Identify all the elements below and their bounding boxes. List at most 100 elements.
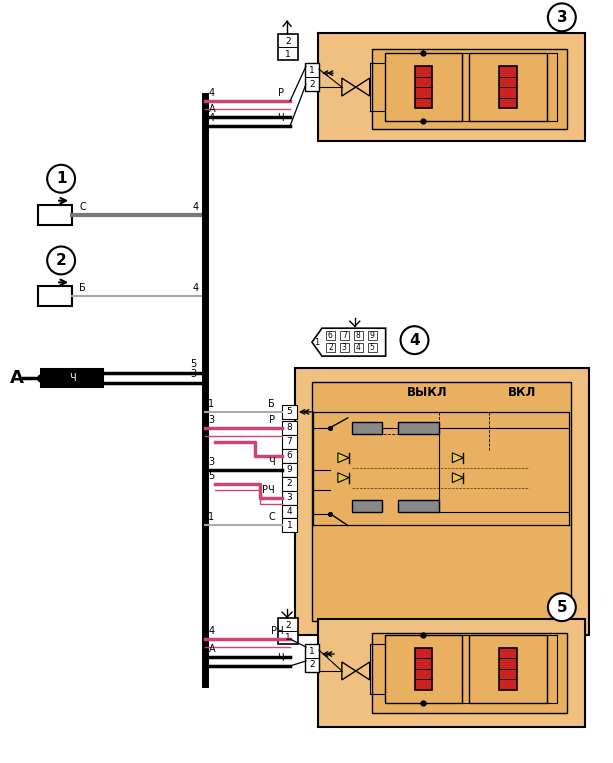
FancyBboxPatch shape xyxy=(38,286,72,306)
Text: Ч: Ч xyxy=(277,653,284,663)
Text: А: А xyxy=(208,644,215,654)
Text: 4: 4 xyxy=(208,88,215,98)
Text: 8: 8 xyxy=(287,423,292,433)
FancyBboxPatch shape xyxy=(295,368,588,635)
Text: 4: 4 xyxy=(287,507,292,516)
Text: 7: 7 xyxy=(342,331,347,340)
Circle shape xyxy=(548,593,576,621)
Text: Б: Б xyxy=(268,399,275,409)
FancyBboxPatch shape xyxy=(305,644,319,672)
Text: Ч: Ч xyxy=(277,113,284,123)
Text: A: A xyxy=(10,369,25,387)
Text: 4: 4 xyxy=(208,626,215,636)
Text: 5: 5 xyxy=(287,407,292,417)
FancyBboxPatch shape xyxy=(282,504,297,519)
Text: 1: 1 xyxy=(208,399,215,409)
FancyBboxPatch shape xyxy=(312,382,571,621)
Text: 7: 7 xyxy=(287,437,292,446)
Text: 2: 2 xyxy=(56,253,66,268)
Text: 4: 4 xyxy=(409,333,420,348)
Text: ВЫКЛ: ВЫКЛ xyxy=(407,386,447,400)
FancyBboxPatch shape xyxy=(398,500,440,511)
Polygon shape xyxy=(312,328,386,356)
FancyBboxPatch shape xyxy=(282,477,297,491)
Text: 9: 9 xyxy=(287,465,292,474)
Circle shape xyxy=(47,165,75,193)
Text: РЧ: РЧ xyxy=(272,626,284,636)
Text: 5: 5 xyxy=(190,359,197,369)
Text: 5: 5 xyxy=(208,471,215,481)
Text: 5: 5 xyxy=(557,600,567,615)
Text: 1: 1 xyxy=(314,338,319,346)
FancyBboxPatch shape xyxy=(371,50,567,129)
FancyBboxPatch shape xyxy=(470,53,547,121)
Text: 4: 4 xyxy=(356,343,360,352)
Circle shape xyxy=(548,3,576,31)
Text: 9: 9 xyxy=(370,331,375,340)
FancyBboxPatch shape xyxy=(41,369,103,387)
Text: 1: 1 xyxy=(309,646,315,655)
Text: 3: 3 xyxy=(287,493,292,502)
Circle shape xyxy=(47,246,75,275)
FancyBboxPatch shape xyxy=(282,449,297,462)
Text: 1: 1 xyxy=(287,521,292,530)
FancyBboxPatch shape xyxy=(354,331,363,340)
Text: С: С xyxy=(79,201,86,211)
Text: 2: 2 xyxy=(285,37,291,46)
Text: 3: 3 xyxy=(208,415,215,425)
Text: 1: 1 xyxy=(56,171,66,186)
Polygon shape xyxy=(452,473,463,482)
Text: 4: 4 xyxy=(208,113,215,123)
Text: 2: 2 xyxy=(328,343,333,352)
FancyBboxPatch shape xyxy=(398,422,440,434)
Text: 2: 2 xyxy=(309,661,315,669)
FancyBboxPatch shape xyxy=(326,343,335,352)
Text: Р: Р xyxy=(278,88,284,98)
FancyBboxPatch shape xyxy=(282,421,297,435)
Polygon shape xyxy=(452,452,463,462)
Polygon shape xyxy=(338,452,349,462)
Text: 6: 6 xyxy=(328,331,333,340)
Text: Ч: Ч xyxy=(69,373,75,383)
Text: 2: 2 xyxy=(287,479,292,488)
Circle shape xyxy=(400,327,428,354)
FancyBboxPatch shape xyxy=(278,34,298,60)
FancyBboxPatch shape xyxy=(414,648,432,690)
Text: 3: 3 xyxy=(208,457,215,467)
FancyBboxPatch shape xyxy=(38,204,72,224)
Text: А: А xyxy=(208,104,215,114)
FancyBboxPatch shape xyxy=(371,633,567,713)
Text: С: С xyxy=(268,513,275,523)
FancyBboxPatch shape xyxy=(282,491,297,504)
FancyBboxPatch shape xyxy=(282,462,297,477)
FancyBboxPatch shape xyxy=(282,405,297,419)
FancyBboxPatch shape xyxy=(318,619,585,726)
FancyBboxPatch shape xyxy=(368,331,376,340)
FancyBboxPatch shape xyxy=(340,331,349,340)
Text: 4: 4 xyxy=(192,201,199,211)
Text: 6: 6 xyxy=(287,451,292,460)
Polygon shape xyxy=(338,473,349,482)
FancyBboxPatch shape xyxy=(384,635,462,703)
Text: Ч: Ч xyxy=(268,457,275,467)
FancyBboxPatch shape xyxy=(278,618,298,644)
Text: Б: Б xyxy=(79,283,86,293)
FancyBboxPatch shape xyxy=(352,422,382,434)
Text: 3: 3 xyxy=(557,10,567,25)
FancyBboxPatch shape xyxy=(499,66,517,108)
Text: 1: 1 xyxy=(285,633,291,642)
Text: Р: Р xyxy=(269,415,275,425)
Text: РЧ: РЧ xyxy=(262,485,275,494)
Text: 2: 2 xyxy=(285,620,291,629)
FancyBboxPatch shape xyxy=(326,331,335,340)
FancyBboxPatch shape xyxy=(354,343,363,352)
Text: 1: 1 xyxy=(285,50,291,59)
FancyBboxPatch shape xyxy=(340,343,349,352)
FancyBboxPatch shape xyxy=(414,66,432,108)
Text: 8: 8 xyxy=(356,331,360,340)
FancyBboxPatch shape xyxy=(368,343,376,352)
FancyBboxPatch shape xyxy=(305,63,319,91)
FancyBboxPatch shape xyxy=(470,635,547,703)
FancyBboxPatch shape xyxy=(282,435,297,449)
FancyBboxPatch shape xyxy=(318,34,585,141)
